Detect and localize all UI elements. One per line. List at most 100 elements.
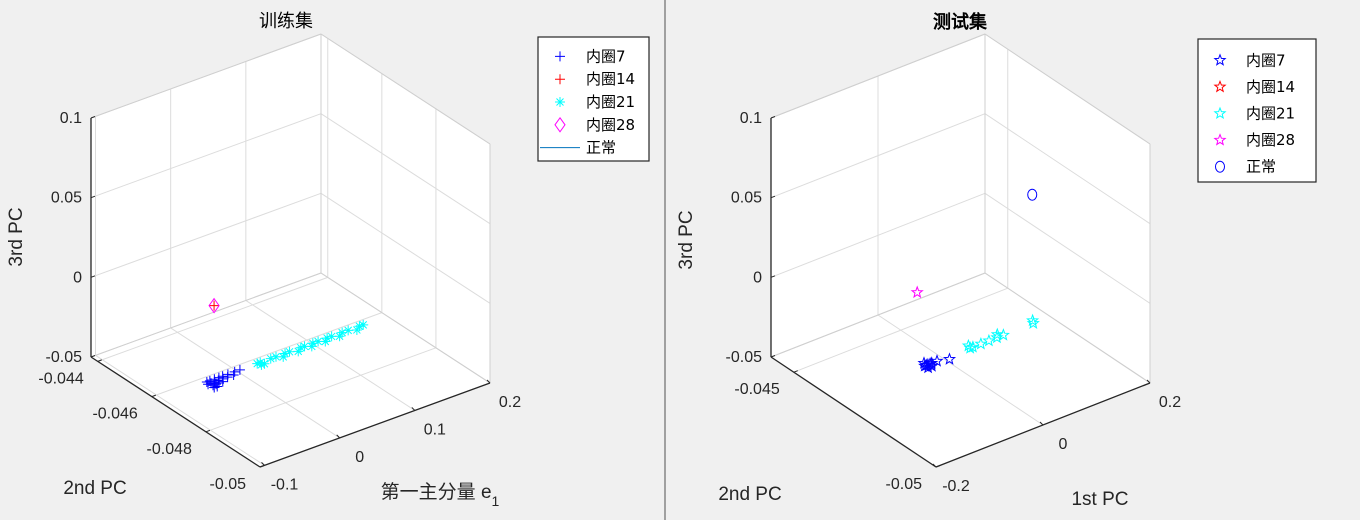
data-point <box>1026 313 1040 327</box>
series-1 <box>917 352 957 374</box>
data-point <box>337 327 348 338</box>
data-point <box>326 331 337 342</box>
data-point <box>280 348 291 359</box>
data-point <box>299 341 310 352</box>
y-tick <box>935 465 941 468</box>
x-tick-label: 0 <box>355 449 364 466</box>
y-tick-label: -0.05 <box>886 476 923 493</box>
data-point <box>284 346 295 357</box>
x-tick <box>932 463 937 468</box>
data-point <box>234 364 245 375</box>
x-axis-label: 第一主分量 e1 <box>381 481 500 509</box>
z-axis-label: 3rd PC <box>6 207 27 266</box>
legend-label: 内圈28 <box>1246 131 1295 149</box>
chart-1: -0.05 0 0.05 0.1 -0.05 -0.048 -0.046 -0.044 -0.1… <box>6 11 650 509</box>
legend-item[interactable]: 内圈21 <box>1213 105 1295 123</box>
z-tick <box>90 195 96 199</box>
legend[interactable]: 内圈7 内圈14 内圈21 内圈28 正常 <box>1197 38 1317 183</box>
x-axis-label-main: 第一主分量 e <box>381 481 492 503</box>
x-tick <box>1146 379 1151 384</box>
legend-label: 内圈14 <box>1246 78 1295 96</box>
x-tick-label: -0.1 <box>271 476 299 493</box>
z-tick-label: 0 <box>73 269 82 286</box>
legend-label: 内圈21 <box>1246 105 1295 123</box>
chart-title: 测试集 <box>933 11 988 33</box>
legend-label: 正常 <box>1246 158 1276 176</box>
series-2 <box>209 300 220 311</box>
legend-label: 内圈21 <box>586 93 635 111</box>
data-point <box>252 358 263 369</box>
legend-item[interactable]: 正常 <box>540 139 616 157</box>
z-tick-label: -0.05 <box>46 349 83 366</box>
data-point <box>990 327 1004 341</box>
legend-marker-icon <box>1213 53 1227 66</box>
z-tick-label: 0.05 <box>731 190 762 207</box>
legend-item[interactable]: 内圈7 <box>1213 51 1286 69</box>
y-tick <box>259 465 265 468</box>
data-point <box>209 374 220 385</box>
data-point <box>293 346 304 357</box>
data-point <box>204 375 215 386</box>
series-4 <box>910 285 924 299</box>
x-tick <box>486 379 491 384</box>
series-3 <box>252 319 369 370</box>
y-tick <box>205 429 211 433</box>
legend-item[interactable]: 内圈28 <box>554 116 635 134</box>
data-point <box>208 297 220 314</box>
data-point <box>334 331 345 342</box>
data-point <box>322 333 333 344</box>
legend-marker-icon <box>554 116 566 133</box>
y-tick-label: -0.044 <box>38 370 83 387</box>
x-tick-label: 0 <box>1059 436 1068 453</box>
legend-item[interactable]: 内圈14 <box>555 70 635 88</box>
legend-label: 内圈7 <box>1246 51 1286 69</box>
chart-title: 训练集 <box>259 11 313 32</box>
data-point <box>222 369 233 380</box>
axes-background <box>91 34 490 467</box>
legend-item[interactable]: 内圈21 <box>555 93 635 111</box>
z-tick-label: 0.1 <box>740 110 762 127</box>
data-point <box>259 358 270 369</box>
data-point <box>306 341 317 352</box>
z-tick-label: 0.1 <box>60 110 82 127</box>
legend-label: 内圈14 <box>586 70 635 88</box>
data-point <box>307 338 318 349</box>
data-point <box>982 333 996 347</box>
x-tick <box>1039 421 1044 426</box>
data-point <box>930 354 944 367</box>
y-tick-label: -0.045 <box>734 381 779 398</box>
data-point <box>354 321 365 332</box>
x-tick-label: 0.2 <box>499 394 521 411</box>
data-point <box>910 285 924 299</box>
z-tick <box>770 355 776 358</box>
series-3 <box>961 313 1040 354</box>
legend-item[interactable]: 内圈7 <box>555 47 626 65</box>
legend-item[interactable]: 内圈28 <box>1213 131 1295 149</box>
x-axis-label: 1st PC <box>1071 489 1128 510</box>
x-tick-label: 0.1 <box>424 421 446 438</box>
legend[interactable]: 内圈7 内圈14 内圈21 内圈28 正常 <box>537 36 650 162</box>
legend-item[interactable]: 内圈14 <box>1213 78 1295 96</box>
z-tick-label: 0.05 <box>51 190 82 207</box>
data-point <box>358 319 369 330</box>
data-point <box>313 336 324 347</box>
legend-item[interactable]: 正常 <box>1215 158 1277 176</box>
legend-label: 正常 <box>586 139 616 157</box>
data-point <box>255 357 266 368</box>
legend-marker-icon <box>555 51 565 62</box>
data-point <box>229 366 240 377</box>
legend-label: 内圈28 <box>586 116 635 134</box>
x-axis-line <box>259 382 491 468</box>
y-tick-label: -0.05 <box>210 476 247 493</box>
axes-box-edges <box>770 33 1151 384</box>
series-1 <box>201 364 245 393</box>
y-axis-line <box>90 356 261 468</box>
data-point <box>921 357 935 371</box>
axes-box-edges <box>90 33 491 384</box>
data-point <box>217 371 228 382</box>
z-tick <box>90 116 96 119</box>
y-tick-label: -0.048 <box>147 441 192 458</box>
series-5 <box>1027 188 1038 201</box>
z-tick <box>90 275 96 278</box>
